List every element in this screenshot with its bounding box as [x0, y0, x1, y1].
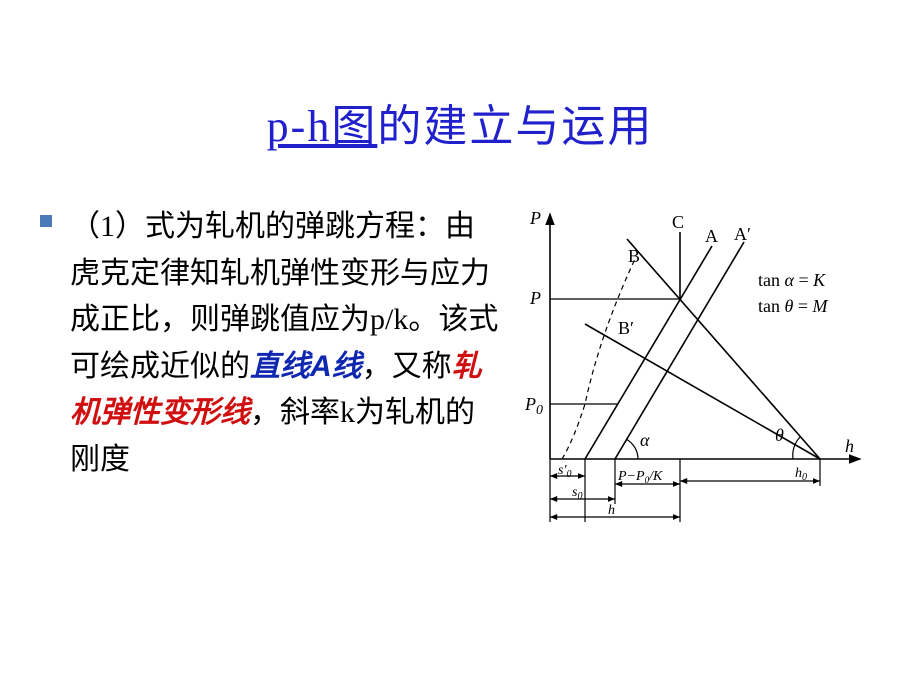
eq-tan-alpha: tan α = K	[758, 270, 826, 290]
eq-tan-theta: tan θ = M	[758, 296, 829, 316]
content-row: （1）式为轧机的弹跳方程：由虎克定律知轧机弹性变形与应力成正比，则弹跳值应为p/…	[0, 174, 920, 549]
axis-h-label: h	[845, 436, 854, 456]
dim-ppk: P−P0/K	[617, 469, 663, 485]
dim-s0prime: s′0	[558, 463, 572, 480]
emphasis-line-a: 直线A线	[250, 350, 362, 383]
dim-s0: s0	[572, 485, 582, 502]
axis-p-label: P	[529, 208, 541, 228]
body-part-2: ，又称	[362, 350, 452, 383]
label-a: A	[705, 226, 718, 246]
text-column: （1）式为轧机的弹跳方程：由虎克定律知轧机弹性变形与应力成正比，则弹跳值应为p/…	[70, 204, 500, 549]
slide-title: p-h图的建立与运用	[0, 0, 920, 174]
label-p: P	[529, 288, 541, 308]
title-rest: 的建立与运用	[377, 102, 653, 151]
label-aprime: A′	[734, 224, 751, 244]
label-p0: P0	[524, 394, 543, 418]
angle-theta: θ	[775, 425, 784, 445]
body-paragraph: （1）式为轧机的弹跳方程：由虎克定律知轧机弹性变形与应力成正比，则弹跳值应为p/…	[70, 204, 500, 483]
label-b: B	[628, 246, 640, 266]
angle-alpha: α	[640, 430, 650, 450]
dim-h: h	[608, 503, 615, 518]
label-bprime: B′	[618, 318, 634, 338]
dim-h0: h0	[795, 466, 807, 483]
title-link: p-h图	[267, 102, 378, 151]
label-c: C	[672, 212, 684, 232]
diagram-column: P h A A′ C B B′ P	[500, 204, 900, 549]
bullet-icon	[40, 215, 52, 227]
ph-diagram: P h A A′ C B B′ P	[500, 204, 870, 544]
